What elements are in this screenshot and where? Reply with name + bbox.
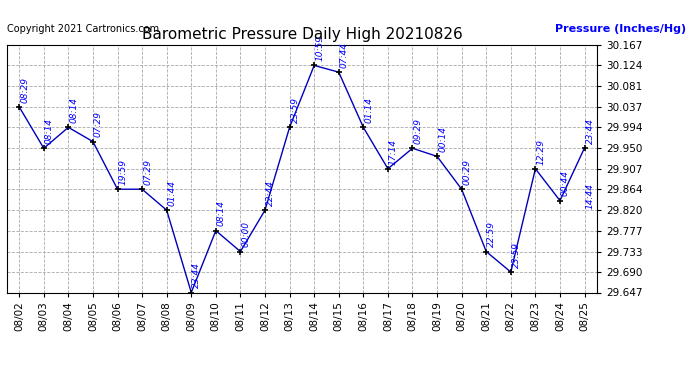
Text: Copyright 2021 Cartronics.com: Copyright 2021 Cartronics.com [7,24,159,34]
Text: 12:29: 12:29 [536,139,546,165]
Title: Barometric Pressure Daily High 20210826: Barometric Pressure Daily High 20210826 [141,27,462,42]
Text: 10:59: 10:59 [315,35,324,61]
Text: 17:14: 17:14 [389,139,398,165]
Text: 08:29: 08:29 [20,77,29,103]
Text: 01:44: 01:44 [168,180,177,206]
Text: 07:44: 07:44 [339,42,349,68]
Text: 23:59: 23:59 [290,97,299,123]
Text: 07:29: 07:29 [94,111,103,138]
Text: 23:44: 23:44 [193,262,201,288]
Text: 19:59: 19:59 [119,159,128,185]
Text: 00:14: 00:14 [438,126,447,152]
Text: 07:29: 07:29 [143,159,152,185]
Text: 23:44: 23:44 [586,118,595,144]
Text: 08:14: 08:14 [217,201,226,226]
Text: 08:14: 08:14 [70,97,79,123]
Text: 14:44: 14:44 [586,183,595,209]
Text: 08:14: 08:14 [45,118,54,144]
Text: 00:44: 00:44 [561,171,570,196]
Text: 00:00: 00:00 [241,221,250,248]
Text: 22:59: 22:59 [487,221,496,248]
Text: 09:29: 09:29 [413,118,422,144]
Text: 22:44: 22:44 [266,180,275,206]
Text: 23:59: 23:59 [512,242,521,268]
Text: Pressure (Inches/Hg): Pressure (Inches/Hg) [555,24,687,34]
Text: 00:29: 00:29 [463,159,472,185]
Text: 01:14: 01:14 [364,97,373,123]
